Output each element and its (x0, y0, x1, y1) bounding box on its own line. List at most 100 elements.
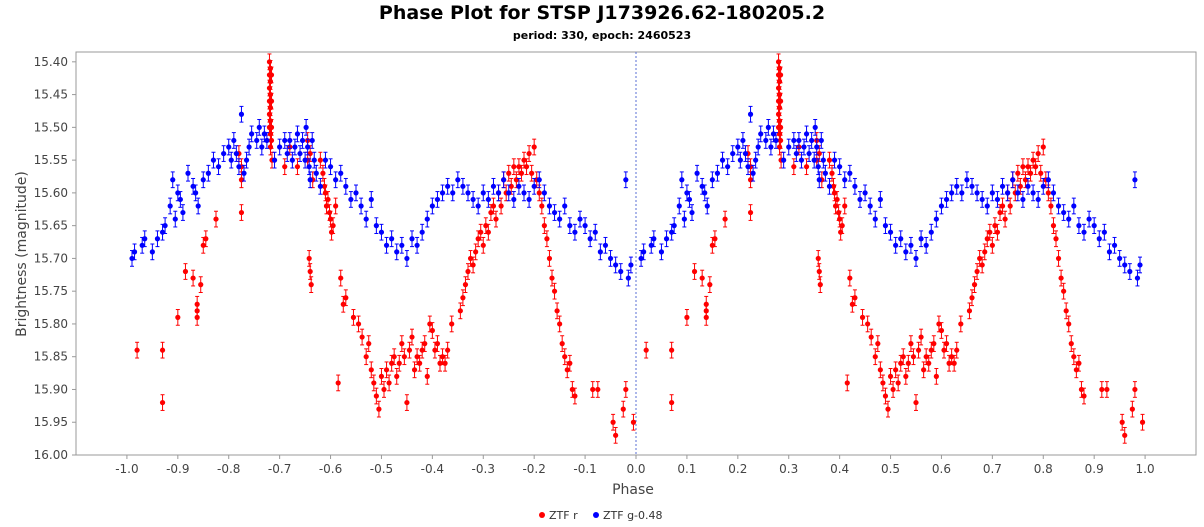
data-point (1139, 413, 1146, 431)
data-point (817, 276, 823, 293)
data-point (763, 132, 769, 149)
data-point (1055, 197, 1062, 215)
data-point (951, 354, 957, 372)
data-point (495, 184, 502, 202)
data-point (1127, 263, 1133, 280)
data-point (938, 322, 945, 339)
data-point (409, 230, 415, 248)
data-point (485, 223, 491, 241)
data-point (1091, 217, 1097, 235)
data-point (1053, 230, 1059, 248)
legend-marker (539, 512, 545, 518)
data-point (933, 210, 939, 228)
data-point (709, 171, 715, 189)
data-point (903, 368, 909, 385)
data-point (1137, 256, 1143, 274)
data-point (177, 191, 183, 208)
data-point (378, 223, 385, 241)
data-point (353, 184, 359, 202)
data-point (383, 236, 390, 254)
data-point (506, 164, 512, 182)
data-point (309, 132, 315, 149)
data-point (816, 171, 822, 189)
data-point (928, 223, 934, 241)
data-point (1071, 197, 1077, 215)
data-point (898, 230, 904, 248)
data-point (796, 132, 802, 149)
data-point (562, 348, 568, 366)
data-point (803, 125, 810, 143)
x-tick-label: 0.7 (983, 462, 1002, 476)
data-point (268, 132, 275, 149)
x-tick-label: -0.4 (421, 462, 444, 476)
data-point (791, 132, 797, 149)
data-point (371, 374, 377, 392)
data-point (875, 335, 881, 352)
data-point (470, 191, 476, 208)
data-point (450, 184, 456, 202)
data-point (554, 302, 560, 320)
data-point (1035, 191, 1041, 208)
data-point (918, 230, 924, 248)
data-point (686, 191, 693, 208)
data-point (203, 230, 209, 248)
data-point (406, 341, 413, 359)
data-point (381, 381, 387, 398)
data-point (1025, 177, 1031, 195)
data-point (193, 184, 199, 202)
y-axis: 15.40 15.45 15.50 15.55 15.60 15.65 15.70 15.75… (34, 55, 76, 462)
x-tick-label: -0.9 (166, 462, 189, 476)
data-point (317, 151, 323, 169)
data-point (773, 132, 779, 149)
data-point (989, 184, 995, 202)
data-point (465, 184, 471, 202)
data-point (529, 164, 535, 182)
data-point (613, 426, 619, 444)
data-point (460, 289, 466, 307)
data-point (327, 158, 334, 176)
data-point (913, 394, 919, 411)
data-point (798, 151, 805, 169)
data-point (465, 263, 471, 280)
data-point (1086, 210, 1092, 228)
x-tick-label: 0.9 (1085, 462, 1104, 476)
y-tick-label: 15.60 (34, 186, 68, 200)
data-point (597, 243, 603, 261)
data-point (954, 341, 960, 359)
y-tick-label: 15.85 (34, 350, 68, 364)
series-ztf-g (129, 105, 1143, 287)
data-point (350, 309, 357, 326)
data-point (1058, 269, 1064, 287)
data-point (1132, 171, 1138, 189)
data-point (671, 217, 677, 235)
data-point (238, 204, 245, 221)
data-point (363, 210, 369, 228)
data-point (348, 191, 354, 208)
data-point (777, 118, 784, 136)
x-tick-label: 0.3 (779, 462, 798, 476)
data-point (966, 302, 973, 320)
data-point (159, 341, 166, 359)
data-point (333, 197, 339, 215)
data-point (389, 230, 395, 248)
data-point (839, 217, 845, 235)
data-point (233, 145, 239, 162)
data-point (954, 177, 960, 195)
data-point (1099, 381, 1105, 398)
data-point (460, 177, 466, 195)
data-point (669, 341, 675, 359)
data-point (302, 151, 308, 169)
y-tick-label: 15.65 (34, 219, 68, 233)
data-point (781, 151, 787, 169)
data-point (359, 328, 365, 346)
data-point (213, 210, 219, 228)
data-point (313, 164, 319, 182)
data-point (549, 269, 555, 287)
x-tick-label: -1.0 (115, 462, 138, 476)
data-point (455, 171, 461, 189)
data-point (518, 164, 525, 182)
data-point (915, 341, 922, 359)
data-point (737, 151, 743, 169)
legend-label: ZTF g-0.48 (603, 509, 663, 522)
